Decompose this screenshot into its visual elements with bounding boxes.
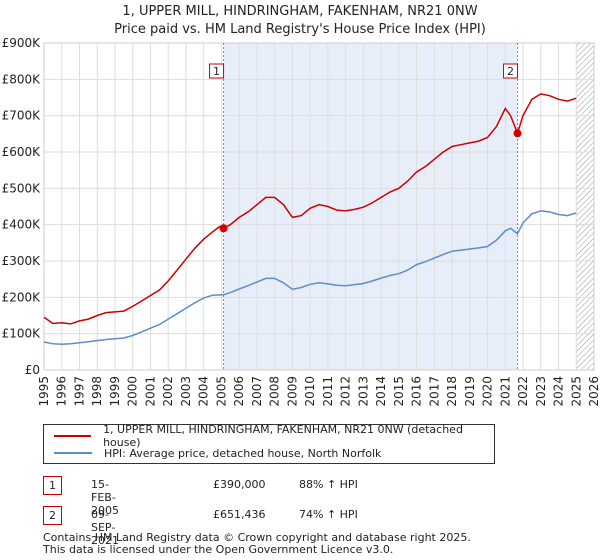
x-tick-label: 2015	[392, 376, 406, 407]
x-tick-label: 2014	[374, 376, 388, 407]
x-tick-label: 1998	[90, 376, 104, 407]
x-tick-label: 2011	[321, 376, 335, 407]
x-tick-label: 2003	[179, 376, 193, 407]
x-tick-label: 1995	[37, 376, 51, 407]
x-tick-label: 2018	[445, 376, 459, 407]
series-line-hpi	[43, 210, 577, 345]
x-tick-label: 2012	[339, 376, 353, 407]
x-tick-label: 2025	[569, 376, 583, 407]
transaction-label: 2	[507, 65, 514, 78]
transaction-label-box	[209, 63, 225, 79]
x-tick-label: 2021	[498, 376, 512, 407]
chart-subtitle: Price paid vs. HM Land Registry's House …	[114, 22, 486, 37]
legend-swatch-hpi	[54, 452, 92, 454]
transaction-marker-number: 1	[43, 476, 62, 495]
transaction-label-box	[503, 63, 519, 79]
transaction-marker-number: 2	[43, 506, 62, 525]
x-tick-label: 1996	[55, 376, 69, 407]
x-tick-label: 2024	[552, 376, 566, 407]
x-tick-label: 2005	[214, 376, 228, 407]
x-tick-label: 2007	[250, 376, 264, 407]
legend: 1, UPPER MILL, HINDRINGHAM, FAKENHAM, NR…	[43, 423, 495, 464]
y-tick-label: £700K	[2, 109, 42, 123]
x-tick-label: 1997	[72, 376, 86, 407]
forecast-hatch	[576, 43, 594, 370]
legend-label-property: 1, UPPER MILL, HINDRINGHAM, FAKENHAM, NR…	[103, 423, 463, 449]
transaction-point	[513, 129, 522, 138]
x-tick-label: 2013	[356, 376, 370, 407]
x-tick-label: 1999	[108, 376, 122, 407]
transaction-label: 1	[213, 65, 220, 78]
transaction-price: £390,000	[213, 478, 266, 491]
transaction-date: 15-FEB-2005	[91, 478, 119, 517]
x-tick-label: 2017	[427, 376, 441, 407]
transaction-price: £651,436	[213, 508, 266, 521]
y-tick-label: £100K	[2, 327, 42, 341]
transaction-date: 09-SEP-2021	[91, 508, 119, 547]
x-tick-label: 2004	[197, 376, 211, 407]
x-tick-label: 2000	[126, 376, 140, 407]
transaction-point	[219, 224, 228, 233]
chart-title: 1, UPPER MILL, HINDRINGHAM, FAKENHAM, NR…	[122, 4, 478, 19]
x-tick-label: 2006	[232, 376, 246, 407]
series-line-property	[43, 93, 577, 325]
x-tick-label: 2009	[285, 376, 299, 407]
x-tick-label: 2020	[481, 376, 495, 407]
y-tick-label: £900K	[2, 36, 42, 50]
footer-copyright: Contains HM Land Registry data © Crown c…	[43, 531, 471, 544]
footer-licence: This data is licensed under the Open Gov…	[43, 543, 394, 556]
x-tick-label: 2010	[303, 376, 317, 407]
y-tick-label: £800K	[2, 72, 42, 86]
price-chart: £0 £100K £200K £300K £400K £500K £600K £700K £80…	[2, 36, 600, 407]
y-tick-label: £200K	[2, 290, 42, 304]
x-tick-label: 2019	[463, 376, 477, 407]
legend-swatch-property	[54, 435, 92, 437]
x-tick-label: 2022	[516, 376, 530, 407]
x-tick-label: 2008	[268, 376, 282, 407]
x-tick-label: 2023	[534, 376, 548, 407]
x-tick-label: 2001	[143, 376, 157, 407]
ownership-shading	[223, 43, 518, 370]
x-tick-label: 2002	[161, 376, 175, 407]
x-tick-label: 2026	[587, 376, 600, 407]
y-tick-label: £600K	[2, 145, 42, 159]
y-tick-label: £500K	[2, 181, 42, 195]
footer: Contains HM Land Registry data © Crown c…	[43, 532, 471, 556]
legend-item-hpi: HPI: Average price, detached house, Nort…	[44, 444, 381, 462]
plot-frame	[43, 42, 595, 371]
legend-label-hpi: HPI: Average price, detached house, Nort…	[104, 446, 382, 460]
x-tick-label: 2016	[410, 376, 424, 407]
y-tick-label: £0	[25, 363, 40, 377]
transaction-hpi-change: 74% ↑ HPI	[299, 508, 358, 521]
y-tick-label: £400K	[2, 218, 42, 232]
y-tick-label: £300K	[2, 254, 42, 268]
transaction-hpi-change: 88% ↑ HPI	[299, 478, 358, 491]
legend-item-property: 1, UPPER MILL, HINDRINGHAM, FAKENHAM, NR…	[44, 423, 494, 449]
